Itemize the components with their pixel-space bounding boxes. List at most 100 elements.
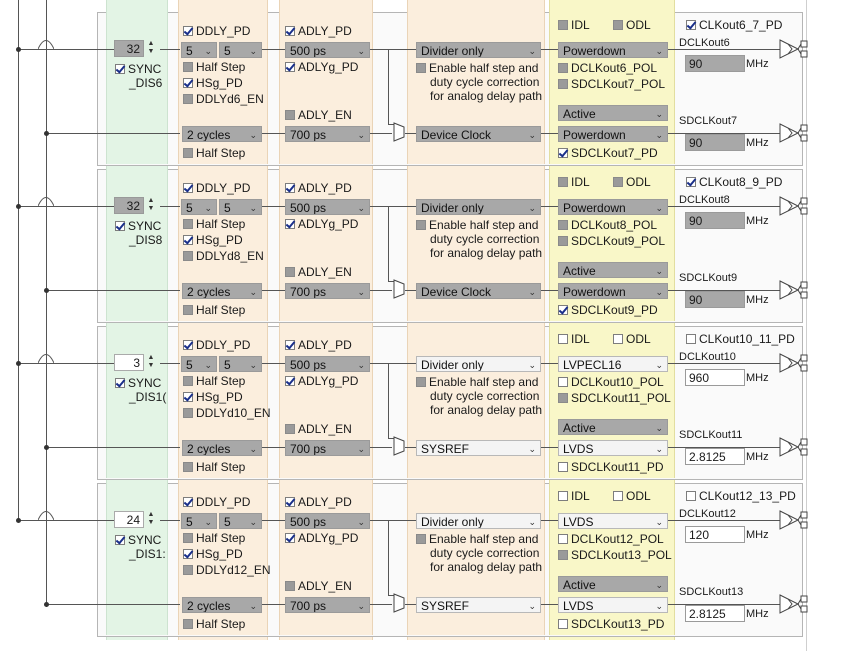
adlyg-pd-checkbox[interactable]: ADLYg_PD: [285, 531, 358, 545]
adly-select-2[interactable]: 700 ps ⌄: [285, 283, 370, 299]
format-select-1[interactable]: Powerdown ⌄: [558, 199, 668, 215]
sdclk-pol-checkbox[interactable]: SDCLKout7_POL: [558, 77, 665, 91]
adly-pd-checkbox[interactable]: ADLY_PD: [285, 24, 352, 38]
checkbox-icon[interactable]: [558, 148, 568, 158]
checkbox-icon[interactable]: [183, 305, 193, 315]
checkbox-icon[interactable]: [686, 334, 696, 344]
checkbox-icon[interactable]: [285, 424, 295, 434]
pair-pd-checkbox[interactable]: CLKout8_9_PD: [686, 175, 782, 189]
ddly-pd-checkbox[interactable]: DDLY_PD: [183, 181, 250, 195]
adly-en-checkbox[interactable]: ADLY_EN: [285, 265, 352, 279]
checkbox-icon[interactable]: [183, 462, 193, 472]
mode-select-1[interactable]: Divider only ⌄: [416, 513, 541, 529]
checkbox-icon[interactable]: [183, 78, 193, 88]
hsg-pd-checkbox[interactable]: HSg_PD: [183, 233, 243, 247]
ddly-pd-checkbox[interactable]: DDLY_PD: [183, 24, 250, 38]
mode-select-2[interactable]: SYSREF ⌄: [416, 440, 541, 456]
format-select-2[interactable]: LVDS ⌄: [558, 597, 668, 613]
checkbox-icon[interactable]: [183, 148, 193, 158]
format-select-2[interactable]: Powerdown ⌄: [558, 283, 668, 299]
checkbox-icon[interactable]: [416, 534, 426, 544]
sync-divider-stepper[interactable]: 3 ▲ ▼: [114, 354, 160, 371]
ddlyd-en-checkbox[interactable]: DDLYd10_EN: [183, 406, 270, 420]
adlyg-pd-checkbox[interactable]: ADLYg_PD: [285, 374, 358, 388]
checkbox-icon[interactable]: [183, 392, 193, 402]
checkbox-icon[interactable]: [558, 220, 568, 230]
checkbox-icon[interactable]: [686, 20, 696, 30]
half-step-checkbox[interactable]: Half Step: [183, 374, 245, 388]
enable-half-step-checkbox[interactable]: Enable half step and: [416, 218, 538, 232]
adlyg-pd-checkbox[interactable]: ADLYg_PD: [285, 60, 358, 74]
checkbox-icon[interactable]: [558, 550, 568, 560]
checkbox-icon[interactable]: [285, 26, 295, 36]
mode-select-1[interactable]: Divider only ⌄: [416, 199, 541, 215]
sdclk-pol-checkbox[interactable]: SDCLKout13_POL: [558, 548, 672, 562]
div-a-select[interactable]: 5 ⌄: [181, 42, 217, 58]
checkbox-icon[interactable]: [183, 219, 193, 229]
dclk-pol-checkbox[interactable]: DCLKout10_POL: [558, 375, 664, 389]
checkbox-icon[interactable]: [183, 549, 193, 559]
checkbox-icon[interactable]: [285, 62, 295, 72]
odl-checkbox[interactable]: ODL: [613, 18, 651, 32]
checkbox-icon[interactable]: [558, 79, 568, 89]
adly-select-2[interactable]: 700 ps ⌄: [285, 126, 370, 142]
checkbox-icon[interactable]: [285, 533, 295, 543]
adly-en-checkbox[interactable]: ADLY_EN: [285, 422, 352, 436]
odl-checkbox[interactable]: ODL: [613, 332, 651, 346]
div-b-select[interactable]: 5 ⌄: [219, 42, 262, 58]
half-step-checkbox[interactable]: Half Step: [183, 217, 245, 231]
dclk-pol-checkbox[interactable]: DCLKout6_POL: [558, 61, 657, 75]
checkbox-icon[interactable]: [183, 62, 193, 72]
checkbox-icon[interactable]: [183, 533, 193, 543]
adly-en-checkbox[interactable]: ADLY_EN: [285, 579, 352, 593]
checkbox-icon[interactable]: [558, 619, 568, 629]
sync-divider-stepper[interactable]: 32 ▲ ▼: [114, 197, 160, 214]
checkbox-icon[interactable]: [558, 377, 568, 387]
dclk-pol-checkbox[interactable]: DCLKout12_POL: [558, 532, 664, 546]
checkbox-icon[interactable]: [285, 110, 295, 120]
hsg-pd-checkbox[interactable]: HSg_PD: [183, 547, 243, 561]
checkbox-icon[interactable]: [183, 183, 193, 193]
hsg-pd-checkbox[interactable]: HSg_PD: [183, 76, 243, 90]
half-step-2-checkbox[interactable]: Half Step: [183, 303, 245, 317]
sync-dis-checkbox[interactable]: SYNC: [115, 376, 161, 390]
idl-checkbox[interactable]: IDL: [558, 175, 590, 189]
adly-en-checkbox[interactable]: ADLY_EN: [285, 108, 352, 122]
checkbox-icon[interactable]: [115, 378, 125, 388]
hsg-pd-checkbox[interactable]: HSg_PD: [183, 390, 243, 404]
adlyg-pd-checkbox[interactable]: ADLYg_PD: [285, 217, 358, 231]
mode-select-2[interactable]: Device Clock ⌄: [416, 126, 541, 142]
checkbox-icon[interactable]: [285, 340, 295, 350]
checkbox-icon[interactable]: [183, 565, 193, 575]
sdclk-pol-checkbox[interactable]: SDCLKout11_POL: [558, 391, 671, 405]
sdclk-pd-checkbox[interactable]: SDCLKout7_PD: [558, 146, 658, 160]
checkbox-icon[interactable]: [285, 267, 295, 277]
checkbox-icon[interactable]: [613, 491, 623, 501]
div-a-select[interactable]: 5 ⌄: [181, 513, 217, 529]
format-select-1[interactable]: LVDS ⌄: [558, 513, 668, 529]
sdclk-pd-checkbox[interactable]: SDCLKout9_PD: [558, 303, 658, 317]
checkbox-icon[interactable]: [183, 619, 193, 629]
div-a-select[interactable]: 5 ⌄: [181, 199, 217, 215]
checkbox-icon[interactable]: [183, 497, 193, 507]
stepper-arrows-icon[interactable]: ▲ ▼: [147, 197, 155, 212]
checkbox-icon[interactable]: [285, 581, 295, 591]
ddly-pd-checkbox[interactable]: DDLY_PD: [183, 495, 250, 509]
checkbox-icon[interactable]: [558, 462, 568, 472]
sync-divider-stepper[interactable]: 24 ▲ ▼: [114, 511, 160, 528]
adly-select-1[interactable]: 500 ps ⌄: [285, 42, 370, 58]
cycles-select[interactable]: 2 cycles ⌄: [182, 283, 262, 299]
ddlyd-en-checkbox[interactable]: DDLYd12_EN: [183, 563, 270, 577]
odl-checkbox[interactable]: ODL: [613, 489, 651, 503]
sync-divider-stepper[interactable]: 32 ▲ ▼: [114, 40, 160, 57]
ddlyd-en-checkbox[interactable]: DDLYd6_EN: [183, 92, 264, 106]
checkbox-icon[interactable]: [115, 64, 125, 74]
checkbox-icon[interactable]: [183, 26, 193, 36]
checkbox-icon[interactable]: [416, 220, 426, 230]
checkbox-icon[interactable]: [285, 497, 295, 507]
stepper-arrows-icon[interactable]: ▲ ▼: [147, 511, 155, 526]
div-a-select[interactable]: 5 ⌄: [181, 356, 217, 372]
sync-dis-checkbox[interactable]: SYNC: [115, 62, 161, 76]
adly-select-1[interactable]: 500 ps ⌄: [285, 199, 370, 215]
adly-select-1[interactable]: 500 ps ⌄: [285, 513, 370, 529]
